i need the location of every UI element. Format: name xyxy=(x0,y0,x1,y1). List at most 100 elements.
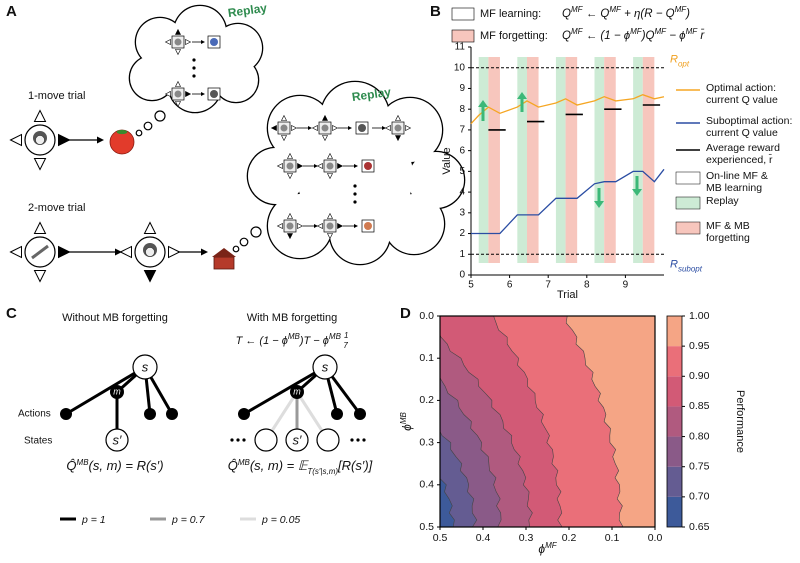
colorbar-segment xyxy=(667,376,682,407)
tomato-leaf xyxy=(116,129,128,135)
mini-move-arrow-head xyxy=(354,224,358,228)
mini-move-arrow-head xyxy=(314,224,318,228)
superscript: MB xyxy=(238,458,251,467)
series-line xyxy=(488,104,661,131)
contour-region xyxy=(440,478,455,527)
action-node xyxy=(144,408,156,420)
mini-arrow xyxy=(337,163,344,169)
move-arrow-head xyxy=(115,248,122,256)
mini-outcome-icon xyxy=(358,124,366,132)
contour-line xyxy=(493,316,563,527)
agent-face xyxy=(145,247,155,257)
superscript: MF xyxy=(571,27,584,36)
y-tick-label: 0.5 xyxy=(419,521,434,533)
replay-effect-arrow-head xyxy=(517,92,527,99)
superscript: MF xyxy=(571,5,584,14)
mini-arrow xyxy=(332,125,339,131)
fraction-den: 7 xyxy=(343,341,348,350)
superscript: MF xyxy=(686,27,699,36)
x-tick-label: 5 xyxy=(468,280,474,291)
superscript: MF xyxy=(630,27,643,36)
mini-state-icon xyxy=(286,162,294,170)
mini-move-arrow-head xyxy=(201,40,205,44)
legend-swatch xyxy=(675,221,701,235)
fraction-num: 1 xyxy=(344,331,348,340)
x-tick-label: 0.0 xyxy=(648,532,663,544)
mini-arrow xyxy=(281,114,287,121)
y-tick-label: 5 xyxy=(459,166,465,177)
action-node xyxy=(331,408,343,420)
move-arrow-head xyxy=(97,136,104,144)
direction-arrow xyxy=(143,221,157,234)
replay-effect-arrow-head xyxy=(478,100,488,107)
panel-label: A xyxy=(6,3,17,20)
move-arrow-head xyxy=(201,248,208,256)
text-part: )Q xyxy=(640,30,655,42)
colorbar-segment xyxy=(667,436,682,467)
action-label: m xyxy=(113,386,121,396)
mini-arrow xyxy=(276,163,283,169)
subplot-title: With MB forgetting xyxy=(247,312,337,324)
mini-arrow xyxy=(297,223,304,229)
y-tick-label: 7 xyxy=(459,125,465,136)
mini-arrow xyxy=(322,135,328,142)
superscript: MB xyxy=(399,411,408,424)
equation: Q̂MB(s, m) = R(s′) xyxy=(66,458,163,474)
y-tick-label: 8 xyxy=(459,104,465,115)
mini-arrow xyxy=(405,125,412,131)
colorbar-segment xyxy=(667,496,682,527)
mini-arrow xyxy=(175,49,181,56)
action-node xyxy=(290,385,304,399)
mini-arrow xyxy=(291,125,298,131)
ellipsis-dot xyxy=(242,438,246,442)
colorbar-frame xyxy=(666,315,683,528)
direction-arrow xyxy=(168,245,181,259)
phase-band xyxy=(526,57,539,263)
text-part: ← Q xyxy=(583,8,610,20)
replay-effect-arrow-head xyxy=(632,189,642,196)
y-tick-label: 6 xyxy=(459,145,465,156)
state-node xyxy=(285,428,309,452)
mini-outcome-icon xyxy=(210,90,218,98)
superscript: MB xyxy=(77,458,90,467)
ellipsis-dot xyxy=(353,200,357,204)
contour-line xyxy=(440,478,455,527)
thought-bubble xyxy=(143,121,153,131)
colorbar-segment xyxy=(667,466,682,497)
reference-label-main: R xyxy=(670,258,678,270)
state-node xyxy=(316,428,340,452)
mini-state-icon xyxy=(174,90,182,98)
thought-cloud xyxy=(297,118,413,234)
text-part: Q̂ xyxy=(66,458,76,473)
ellipsis-dot xyxy=(350,438,354,442)
contour-plot xyxy=(440,316,655,527)
y-axis-label: ϕMB xyxy=(399,411,415,430)
superscript: MF xyxy=(545,541,558,550)
thought-bubble xyxy=(239,237,249,247)
text-part: ϕ xyxy=(400,424,414,431)
mini-move-arrow-head xyxy=(354,164,358,168)
mini-state-icon xyxy=(326,162,334,170)
series-line xyxy=(470,94,665,125)
x-tick-label: 6 xyxy=(507,280,513,291)
x-axis-label: ϕMF xyxy=(538,541,557,557)
x-tick-label: 7 xyxy=(545,280,551,291)
state-label: s′ xyxy=(293,432,303,447)
y-tick-label: 1 xyxy=(459,249,465,260)
direction-arrow xyxy=(33,221,47,234)
phase-band xyxy=(555,57,566,263)
phase-band xyxy=(604,57,616,263)
mini-outcome-icon xyxy=(364,222,372,230)
colorbar-label: Performance xyxy=(734,390,746,453)
mini-arrow xyxy=(384,125,391,131)
mini-arrow xyxy=(337,223,344,229)
action-label: m xyxy=(293,386,301,396)
mini-state-icon xyxy=(326,222,334,230)
colorbar-segment xyxy=(667,346,682,377)
mini-arrow xyxy=(175,101,181,108)
legend-label: p = 0.05 xyxy=(261,514,300,526)
formula: QMF ← QMF + η(R − QMF) xyxy=(562,5,690,20)
mini-arrow xyxy=(175,28,181,35)
contour-line xyxy=(440,334,533,527)
